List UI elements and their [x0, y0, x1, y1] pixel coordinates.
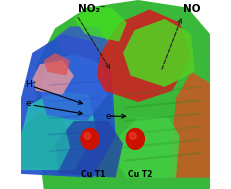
Text: Cu T2: Cu T2: [128, 170, 152, 179]
Polygon shape: [21, 113, 70, 170]
Polygon shape: [21, 0, 210, 189]
Polygon shape: [123, 19, 195, 87]
Ellipse shape: [126, 129, 144, 149]
Polygon shape: [36, 0, 210, 189]
Polygon shape: [21, 91, 97, 170]
Polygon shape: [44, 53, 70, 76]
Text: NO₂⁻: NO₂⁻: [78, 4, 105, 13]
Ellipse shape: [81, 129, 99, 149]
Text: H⁺: H⁺: [25, 80, 37, 89]
Polygon shape: [55, 26, 108, 60]
Polygon shape: [21, 34, 116, 178]
Ellipse shape: [129, 133, 136, 139]
Polygon shape: [97, 9, 191, 102]
Polygon shape: [172, 72, 210, 178]
Polygon shape: [55, 121, 123, 178]
Polygon shape: [32, 60, 74, 94]
Text: e⁻: e⁻: [25, 98, 36, 108]
Text: NO: NO: [182, 4, 200, 13]
Polygon shape: [119, 117, 180, 178]
Ellipse shape: [84, 133, 91, 139]
Polygon shape: [74, 8, 127, 42]
Text: Cu T1: Cu T1: [81, 170, 105, 179]
Text: e⁻: e⁻: [105, 112, 115, 121]
Polygon shape: [40, 53, 108, 121]
